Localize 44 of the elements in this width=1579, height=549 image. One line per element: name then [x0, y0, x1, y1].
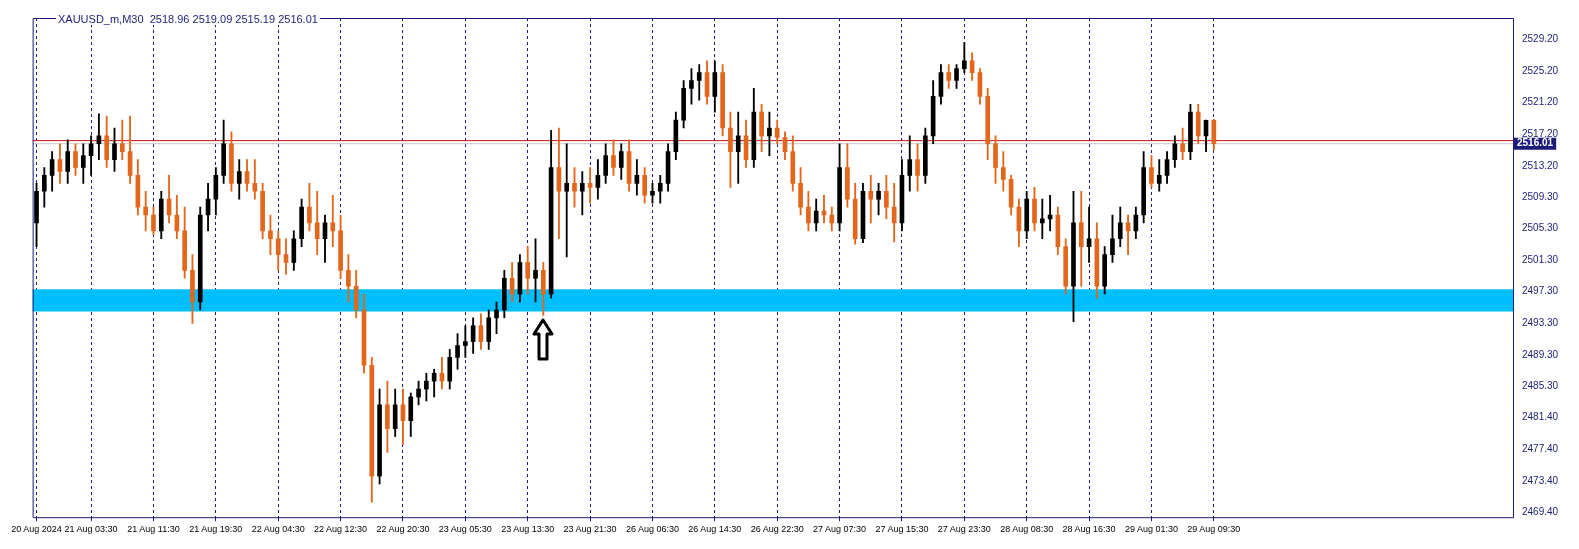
candlestick [564, 143, 570, 258]
x-tick-label: 27 Aug 23:30 [937, 524, 991, 535]
x-tick-label: 28 Aug 08:30 [1000, 524, 1054, 535]
candlestick [587, 167, 593, 204]
y-tick-label: 2509.30 [1522, 190, 1559, 202]
y-tick-label: 2505.30 [1522, 222, 1559, 234]
x-tick-label: 23 Aug 21:30 [563, 524, 617, 535]
x-tick-label: 26 Aug 14:30 [688, 524, 742, 535]
x-tick-label: 21 Aug 11:30 [127, 524, 180, 535]
x-tick-label: 26 Aug 22:30 [750, 524, 804, 535]
y-tick-label: 2493.30 [1522, 317, 1559, 329]
x-tick-label: 26 Aug 06:30 [625, 524, 679, 535]
y-tick-label: 2497.30 [1522, 285, 1559, 297]
x-tick-label: 21 Aug 19:30 [189, 524, 243, 535]
ref-line-label: 2516.01 [1517, 137, 1554, 149]
y-tick-label: 2525.20 [1522, 64, 1559, 76]
y-tick-label: 2485.30 [1522, 380, 1559, 392]
candlestick [463, 325, 468, 358]
x-tick-label: 23 Aug 05:30 [438, 524, 492, 535]
x-tick-label: 29 Aug 09:30 [1187, 524, 1241, 535]
x-tick-label: 20 Aug 2024 [11, 524, 62, 535]
y-tick-label: 2501.30 [1522, 253, 1559, 265]
x-tick-label: 23 Aug 13:30 [501, 524, 555, 535]
candlestick [1039, 198, 1045, 240]
y-tick-label: 2489.30 [1522, 348, 1559, 360]
x-tick-label: 21 Aug 03:30 [64, 524, 118, 535]
candlestick [330, 194, 336, 247]
x-tick-label: 22 Aug 20:30 [376, 524, 430, 535]
chart-title: XAUUSD_m,M30 2518.96 2519.09 2515.19 2516.01 [56, 13, 320, 25]
y-tick-label: 2521.20 [1522, 96, 1559, 108]
x-tick-label: 22 Aug 12:30 [314, 524, 368, 535]
y-tick-label: 2529.20 [1522, 33, 1559, 45]
y-tick-label: 2469.40 [1522, 506, 1559, 518]
y-tick-label: 2477.40 [1522, 442, 1559, 454]
x-tick-label: 27 Aug 07:30 [813, 524, 867, 535]
x-tick-label: 27 Aug 15:30 [875, 524, 929, 535]
x-tick-label: 29 Aug 01:30 [1124, 524, 1178, 535]
y-tick-label: 2513.20 [1522, 159, 1559, 171]
candlestick [1086, 206, 1092, 263]
x-tick-label: 22 Aug 04:30 [251, 524, 305, 535]
y-tick-label: 2517.20 [1522, 128, 1559, 140]
y-tick-label: 2473.40 [1522, 474, 1559, 486]
y-tick-label: 2481.40 [1522, 411, 1559, 423]
x-tick-label: 28 Aug 16:30 [1062, 524, 1116, 535]
